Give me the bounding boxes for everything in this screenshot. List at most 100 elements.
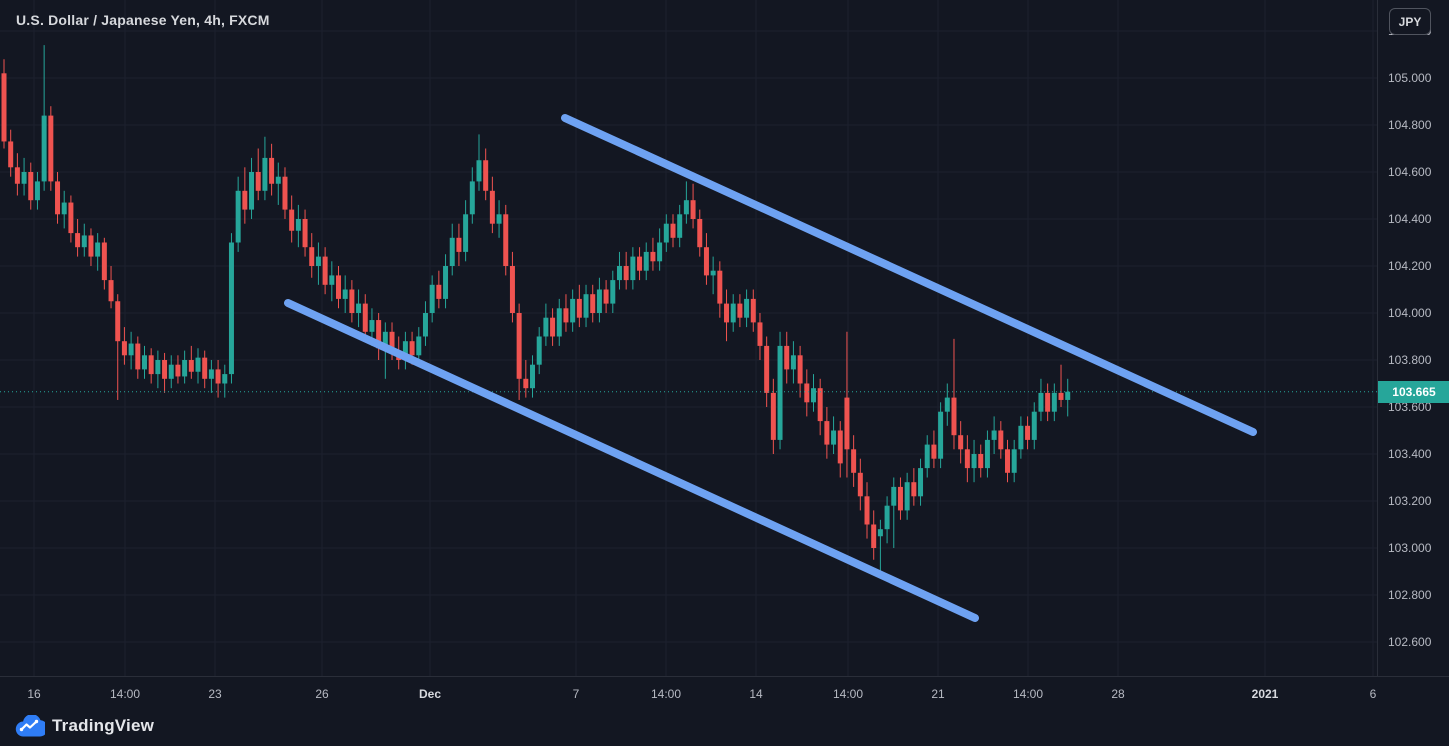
candle-body: [871, 524, 877, 548]
candle-body: [456, 237, 462, 252]
time-axis[interactable]: 16 14:00 23 26 Dec 7 14:00 14 14:00 21 14:00 28 2021…: [0, 676, 1449, 711]
candle-body: [683, 200, 689, 215]
candle-body: [857, 472, 863, 497]
candle-body: [369, 320, 375, 332]
candle-body: [971, 454, 977, 469]
time-tick-label: Dec: [418, 687, 442, 701]
currency-badge[interactable]: JPY: [1389, 8, 1431, 35]
candle-body: [770, 392, 776, 440]
time-tick-label: 14:00: [650, 687, 682, 701]
price-tick-label: 104.400: [1388, 212, 1432, 226]
candle-body: [376, 320, 382, 349]
candle-body: [121, 341, 127, 356]
candle-body: [309, 247, 315, 266]
candle-body: [469, 181, 475, 215]
candle-body: [951, 397, 957, 436]
candle-body: [162, 360, 168, 379]
tradingview-logo[interactable]: TradingView: [14, 711, 154, 741]
candle-body: [938, 411, 944, 459]
candle-body: [275, 176, 281, 184]
candle-body: [1011, 449, 1017, 473]
time-tick-label: 14: [749, 687, 763, 701]
candle-body: [1031, 411, 1037, 440]
candle-body: [108, 280, 114, 302]
candle-body: [530, 364, 536, 389]
candle-body: [563, 308, 569, 323]
candle-body: [235, 190, 241, 243]
trendline-channel-lower[interactable]: [284, 299, 979, 622]
candle-body: [1051, 392, 1057, 412]
candle-body: [195, 357, 201, 372]
candle-body: [764, 345, 770, 393]
candle-body: [202, 357, 208, 379]
candle-body: [168, 364, 174, 379]
price-tick-label: 102.800: [1388, 588, 1432, 602]
candle-body: [496, 214, 502, 224]
trendline-channel-upper[interactable]: [561, 114, 1257, 436]
candle-body: [449, 237, 455, 266]
time-tick-label: 26: [315, 687, 329, 701]
candle-body: [730, 303, 736, 323]
candle-body: [483, 160, 489, 191]
candle-body: [630, 256, 636, 281]
candle-body: [790, 355, 796, 370]
price-tick-label: 104.000: [1388, 306, 1432, 320]
candle-body: [41, 115, 47, 182]
candle-body: [536, 336, 542, 365]
candle-body: [155, 360, 161, 375]
candle-body: [964, 449, 970, 469]
candle-body: [115, 301, 121, 342]
candle-body: [710, 270, 716, 276]
candle-body: [255, 172, 261, 191]
candle-body: [329, 275, 335, 285]
candle-body: [737, 303, 743, 318]
candle-body: [135, 343, 141, 370]
price-tick-label: 103.000: [1388, 541, 1432, 555]
candle-body: [891, 486, 897, 506]
candle-body: [663, 223, 669, 243]
candle-body: [509, 266, 515, 313]
candle-body: [750, 298, 756, 323]
candle-body: [95, 242, 101, 257]
candle-body: [924, 444, 930, 469]
candle-body: [88, 235, 94, 257]
candle-body: [503, 214, 509, 266]
candle-body: [249, 172, 255, 210]
candle-body: [443, 266, 449, 299]
candle-body: [550, 317, 556, 337]
tradingview-cloud-icon: [14, 715, 45, 737]
candle-body: [911, 482, 917, 497]
time-tick-label: 28: [1111, 687, 1125, 701]
candle-body: [596, 289, 602, 313]
candle-body: [349, 289, 355, 313]
candle-body: [188, 360, 194, 372]
candle-body: [402, 341, 408, 360]
candle-body: [543, 317, 549, 337]
candle-body: [28, 172, 34, 201]
candle-body: [101, 242, 107, 281]
price-tick-label: 103.800: [1388, 353, 1432, 367]
price-tick-label: 103.600: [1388, 400, 1432, 414]
time-tick-label: 23: [208, 687, 222, 701]
candle-body: [744, 298, 750, 318]
candle-body: [422, 313, 428, 337]
candle-body: [289, 209, 295, 231]
candle-body: [382, 331, 388, 349]
candle-body: [269, 157, 275, 184]
candle-body: [991, 430, 997, 440]
price-tick-label: 104.200: [1388, 259, 1432, 273]
symbol-title[interactable]: U.S. Dollar / Japanese Yen, 4h, FXCM: [16, 12, 270, 28]
candle-body: [784, 345, 790, 370]
price-axis[interactable]: 105.200105.000104.800104.600104.400104.2…: [1377, 0, 1449, 676]
candle-body: [55, 181, 61, 215]
candle-body: [897, 486, 903, 511]
candle-body: [583, 294, 589, 318]
candle-body: [128, 343, 134, 356]
candle-body: [1045, 392, 1051, 412]
time-tick-label: 6: [1369, 687, 1377, 701]
candle-body: [282, 176, 288, 210]
candle-body: [315, 256, 321, 266]
candle-body: [817, 388, 823, 422]
